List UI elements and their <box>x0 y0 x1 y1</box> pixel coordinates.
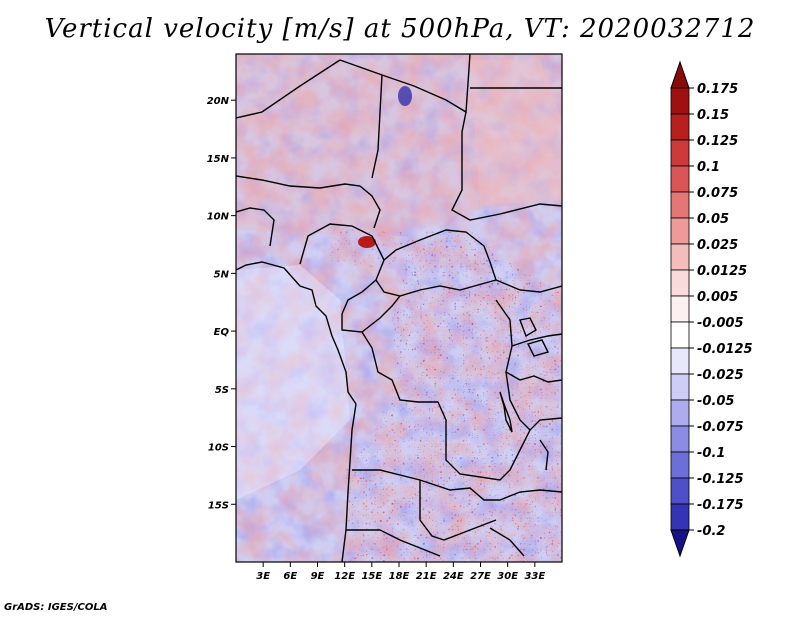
field-layer <box>236 54 562 562</box>
colorbar-label: 0.075 <box>697 186 738 201</box>
lon-tick-label: 18E <box>389 571 410 582</box>
lon-tick-label: 9E <box>311 571 325 582</box>
lon-tick-label: 24E <box>443 571 464 582</box>
colorbar-label: 0.175 <box>697 82 738 97</box>
lat-tick-label: 10N <box>207 212 230 223</box>
map-title: Vertical velocity [m/s] at 500hPa, VT: 2… <box>44 14 756 44</box>
colorbar-label: -0.005 <box>697 316 744 331</box>
lon-tick-label: 3E <box>256 571 270 582</box>
colorbar-swatch <box>670 139 690 167</box>
colorbar-label: -0.05 <box>697 394 734 409</box>
colorbar-label: -0.075 <box>697 420 744 435</box>
colorbar-swatch <box>670 87 690 115</box>
lat-tick-label: 5N <box>214 269 230 280</box>
lon-tick-label: 30E <box>497 571 518 582</box>
lat-tick-label: 15S <box>208 500 229 511</box>
colorbar-swatch <box>670 113 690 141</box>
colorbar-label: 0.15 <box>697 108 729 123</box>
latitude-axis: 20N 15N 10N 5N EQ 5S 10S 15S <box>207 96 236 511</box>
colorbar-swatch <box>670 477 690 505</box>
longitude-axis: 3E 6E 9E 12E 15E 18E 21E 24E 27E 30E 33E <box>256 562 545 582</box>
colorbar-swatch <box>670 399 690 427</box>
lat-tick-label: 10S <box>208 443 229 454</box>
colorbar-label: 0.005 <box>697 290 738 305</box>
colorbar-label: 0.125 <box>697 134 738 149</box>
lon-tick-label: 12E <box>334 571 355 582</box>
colorbar-swatch <box>670 503 690 531</box>
country-borders <box>236 54 562 562</box>
lat-tick-label: 5S <box>215 385 229 396</box>
colorbar-swatch <box>670 165 690 193</box>
colorbar-label: -0.175 <box>697 498 744 513</box>
colorbar-label: -0.025 <box>697 368 744 383</box>
colorbar-top-triangle <box>670 60 690 89</box>
colorbar-label: -0.1 <box>697 446 725 461</box>
colorbar-swatch <box>670 425 690 453</box>
colorbar-label: -0.125 <box>697 472 744 487</box>
lon-tick-label: 33E <box>524 571 545 582</box>
colorbar-swatch <box>670 243 690 271</box>
colorbar-bottom-triangle <box>670 529 690 558</box>
colorbar-swatch <box>670 451 690 479</box>
colorbar-label: 0.0125 <box>697 264 747 279</box>
colorbar-swatch <box>670 295 690 323</box>
lon-tick-label: 15E <box>361 571 382 582</box>
lat-tick-label: 15N <box>207 154 230 165</box>
colorbar-swatch <box>670 347 690 375</box>
lat-tick-label: 20N <box>207 96 230 107</box>
grads-credit: GrADS: IGES/COLA <box>4 602 108 613</box>
colorbar-swatch <box>670 373 690 401</box>
colorbar: 0.175 0.15 0.125 0.1 0.075 0.05 0.025 0.0125 0.0… <box>670 60 753 558</box>
lon-tick-label: 27E <box>470 571 491 582</box>
lon-tick-label: 21E <box>416 571 437 582</box>
colorbar-label: -0.0125 <box>697 342 753 357</box>
colorbar-swatch <box>670 217 690 245</box>
colorbar-swatch <box>670 191 690 219</box>
colorbar-swatch <box>670 321 690 349</box>
colorbar-label: 0.05 <box>697 212 729 227</box>
colorbar-label: -0.2 <box>697 524 725 539</box>
colorbar-label: 0.1 <box>697 160 720 175</box>
colorbar-swatch <box>670 269 690 297</box>
lat-tick-label: EQ <box>214 327 230 338</box>
colorbar-label: 0.025 <box>697 238 738 253</box>
lon-tick-label: 6E <box>283 571 297 582</box>
